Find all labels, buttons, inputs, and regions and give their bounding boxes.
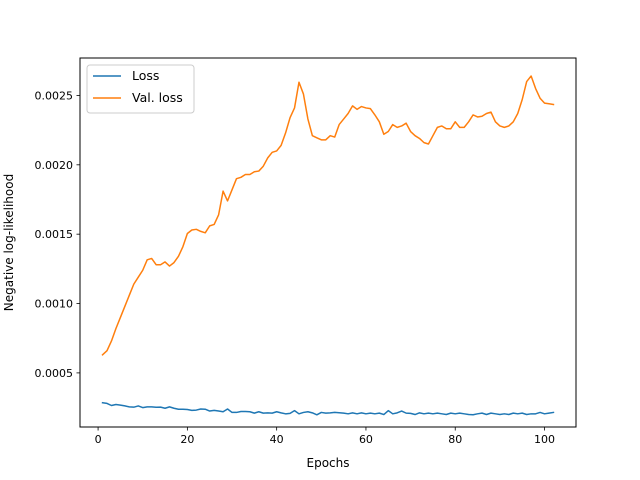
series-layer bbox=[101, 75, 555, 416]
legend: Loss Val. loss bbox=[86, 64, 195, 114]
y-tick-label: 0.0015 bbox=[35, 228, 74, 241]
x-tick-label: 0 bbox=[95, 433, 102, 446]
x-tick-label: 40 bbox=[270, 433, 284, 446]
legend-label-loss: Loss bbox=[132, 68, 159, 83]
x-tick-label: 100 bbox=[534, 433, 555, 446]
y-tick-label: 0.0010 bbox=[35, 298, 74, 311]
series-line-loss bbox=[101, 401, 555, 416]
x-axis-label: Epochs bbox=[307, 456, 350, 470]
x-tick-label: 60 bbox=[359, 433, 373, 446]
legend-label-val-loss: Val. loss bbox=[132, 90, 183, 105]
legend-box bbox=[86, 64, 195, 114]
plot-frame bbox=[79, 57, 577, 428]
x-tick-label: 80 bbox=[448, 433, 462, 446]
y-tick-label: 0.0020 bbox=[35, 159, 74, 172]
plot-area bbox=[80, 58, 576, 427]
y-axis-label: Negative log-likelihood bbox=[2, 174, 16, 311]
y-tick-label: 0.0025 bbox=[35, 89, 74, 102]
y-axis-ticks: 0.0005 0.0010 0.0015 0.0020 0.0025 bbox=[35, 89, 80, 380]
x-axis-ticks: 0 20 40 60 80 100 bbox=[95, 427, 555, 446]
x-tick-label: 20 bbox=[180, 433, 194, 446]
series-line-val-loss bbox=[101, 75, 555, 356]
y-tick-label: 0.0005 bbox=[35, 367, 74, 380]
